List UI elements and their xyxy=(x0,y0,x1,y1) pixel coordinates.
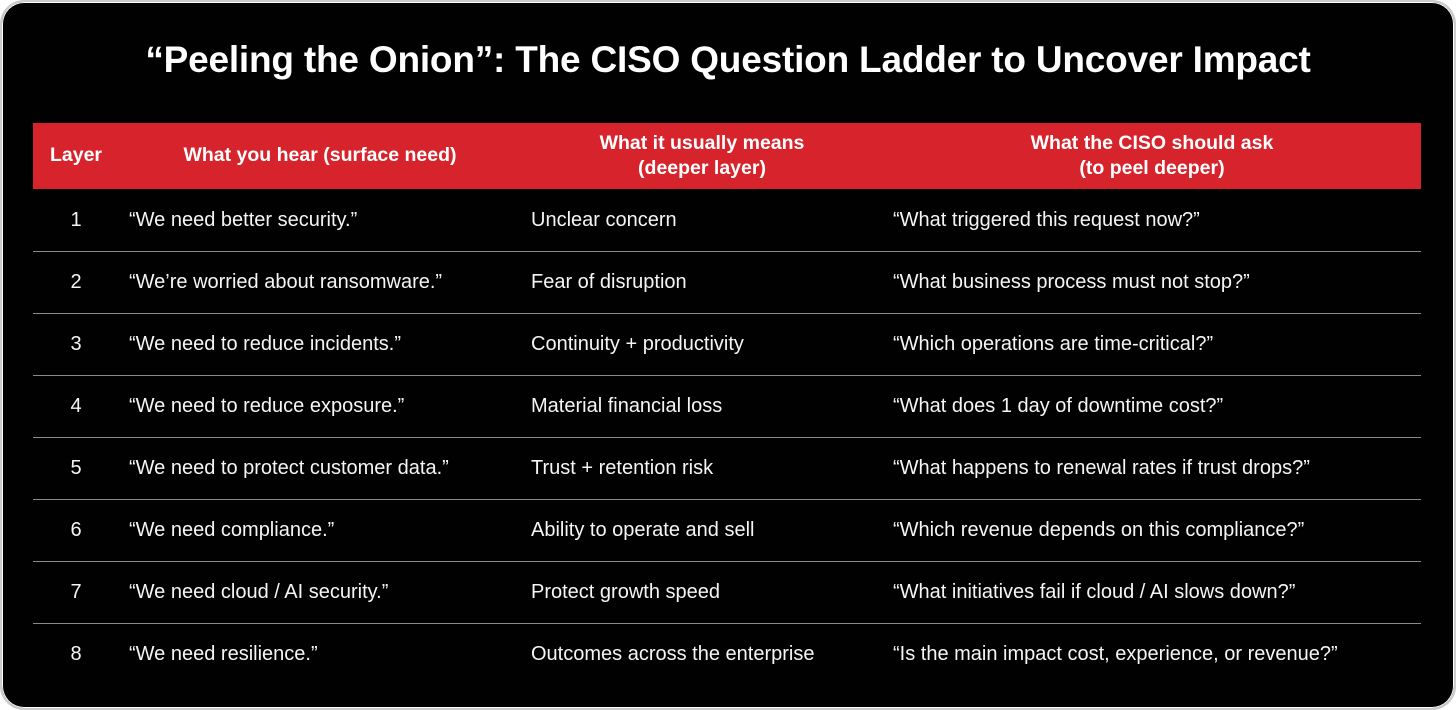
question-ladder-table: Layer What you hear (surface need) What … xyxy=(33,123,1421,685)
table-row: 4 “We need to reduce exposure.” Material… xyxy=(33,375,1421,437)
deeper-meaning-cell: Material financial loss xyxy=(531,395,723,417)
table-row: 5 “We need to protect customer data.” Tr… xyxy=(33,437,1421,499)
surface-need-cell: “We need better security.” xyxy=(129,208,358,231)
layer-number: 3 xyxy=(70,333,82,355)
surface-need-cell: “We’re worried about ransomware.” xyxy=(129,271,443,293)
ciso-question-cell: “What business process must not stop?” xyxy=(893,271,1250,293)
deeper-meaning-cell: Trust + retention risk xyxy=(531,457,714,479)
deeper-meaning-cell: Fear of disruption xyxy=(531,271,687,293)
surface-need-cell: “We need to reduce exposure.” xyxy=(129,395,405,417)
table-row: 1 “We need better security.” Unclear con… xyxy=(33,189,1421,251)
layer-number: 1 xyxy=(70,208,82,231)
table-row: 7 “We need cloud / AI security.” Protect… xyxy=(33,561,1421,623)
deeper-meaning-cell: Ability to operate and sell xyxy=(531,519,755,541)
column-header-layer: Layer xyxy=(49,144,103,167)
layer-number: 6 xyxy=(70,519,82,541)
layer-number: 8 xyxy=(70,643,82,665)
column-header-surface-need: What you hear (surface need) xyxy=(183,144,457,167)
layer-number: 2 xyxy=(70,271,82,293)
deeper-meaning-cell: Outcomes across the enterprise xyxy=(531,643,815,665)
ciso-question-cell: “What does 1 day of downtime cost?” xyxy=(893,395,1224,417)
ciso-question-cell: “What initiatives fail if cloud / AI slo… xyxy=(893,581,1296,603)
ciso-question-cell: “What happens to renewal rates if trust … xyxy=(893,457,1310,479)
surface-need-cell: “We need to reduce incidents.” xyxy=(129,333,402,355)
surface-need-cell: “We need cloud / AI security.” xyxy=(129,581,389,603)
ciso-question-cell: “What triggered this request now?” xyxy=(893,208,1200,231)
deeper-meaning-cell: Continuity + productivity xyxy=(531,333,744,355)
surface-need-cell: “We need resilience.” xyxy=(129,643,318,665)
page-title: “Peeling the Onion”: The CISO Question L… xyxy=(145,39,1311,80)
layer-number: 5 xyxy=(70,457,82,479)
ciso-question-cell: “Which operations are time-critical?” xyxy=(893,333,1214,355)
deeper-meaning-cell: Protect growth speed xyxy=(531,581,720,603)
table-row: 6 “We need compliance.” Ability to opera… xyxy=(33,499,1421,561)
column-header-deeper-layer: What it usually means (deeper layer) xyxy=(599,131,805,179)
table-row: 8 “We need resilience.” Outcomes across … xyxy=(33,623,1421,685)
table-row: 2 “We’re worried about ransomware.” Fear… xyxy=(33,251,1421,313)
layer-number: 4 xyxy=(70,395,82,417)
ciso-question-cell: “Which revenue depends on this complianc… xyxy=(893,519,1305,541)
layer-number: 7 xyxy=(70,581,82,603)
table-row: 3 “We need to reduce incidents.” Continu… xyxy=(33,313,1421,375)
table-header-row: Layer What you hear (surface need) What … xyxy=(33,123,1421,189)
surface-need-cell: “We need to protect customer data.” xyxy=(129,457,449,479)
deeper-meaning-cell: Unclear concern xyxy=(531,208,677,231)
ciso-question-cell: “Is the main impact cost, experience, or… xyxy=(893,643,1338,665)
surface-need-cell: “We need compliance.” xyxy=(129,519,335,541)
column-header-ciso-ask: What the CISO should ask (to peel deeper… xyxy=(1030,131,1274,179)
